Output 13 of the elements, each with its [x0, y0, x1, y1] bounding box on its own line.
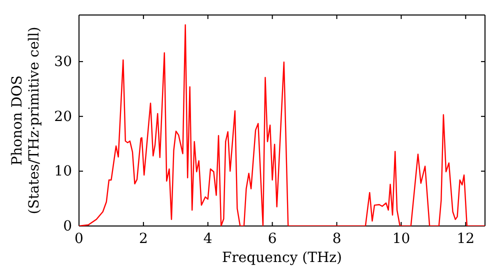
y-tick-label: 20	[54, 108, 72, 125]
y-tick-label: 0	[63, 218, 72, 234]
x-tick-label: 6	[268, 230, 277, 247]
y-axis-title: Phonon DOS (States/THz·primitive cell)	[10, 26, 42, 214]
x-tick-label: 0	[74, 230, 84, 247]
x-tick-label: 4	[203, 230, 212, 247]
y-tick-label: 30	[54, 54, 72, 70]
x-tick-label: 8	[332, 230, 342, 247]
x-tick-label: 2	[138, 230, 148, 247]
y-tick-label: 10	[54, 164, 72, 180]
x-tick-label: 12	[456, 230, 475, 247]
x-axis-title: Frequency (THz)	[222, 250, 342, 266]
x-tick-label: 10	[392, 230, 410, 247]
